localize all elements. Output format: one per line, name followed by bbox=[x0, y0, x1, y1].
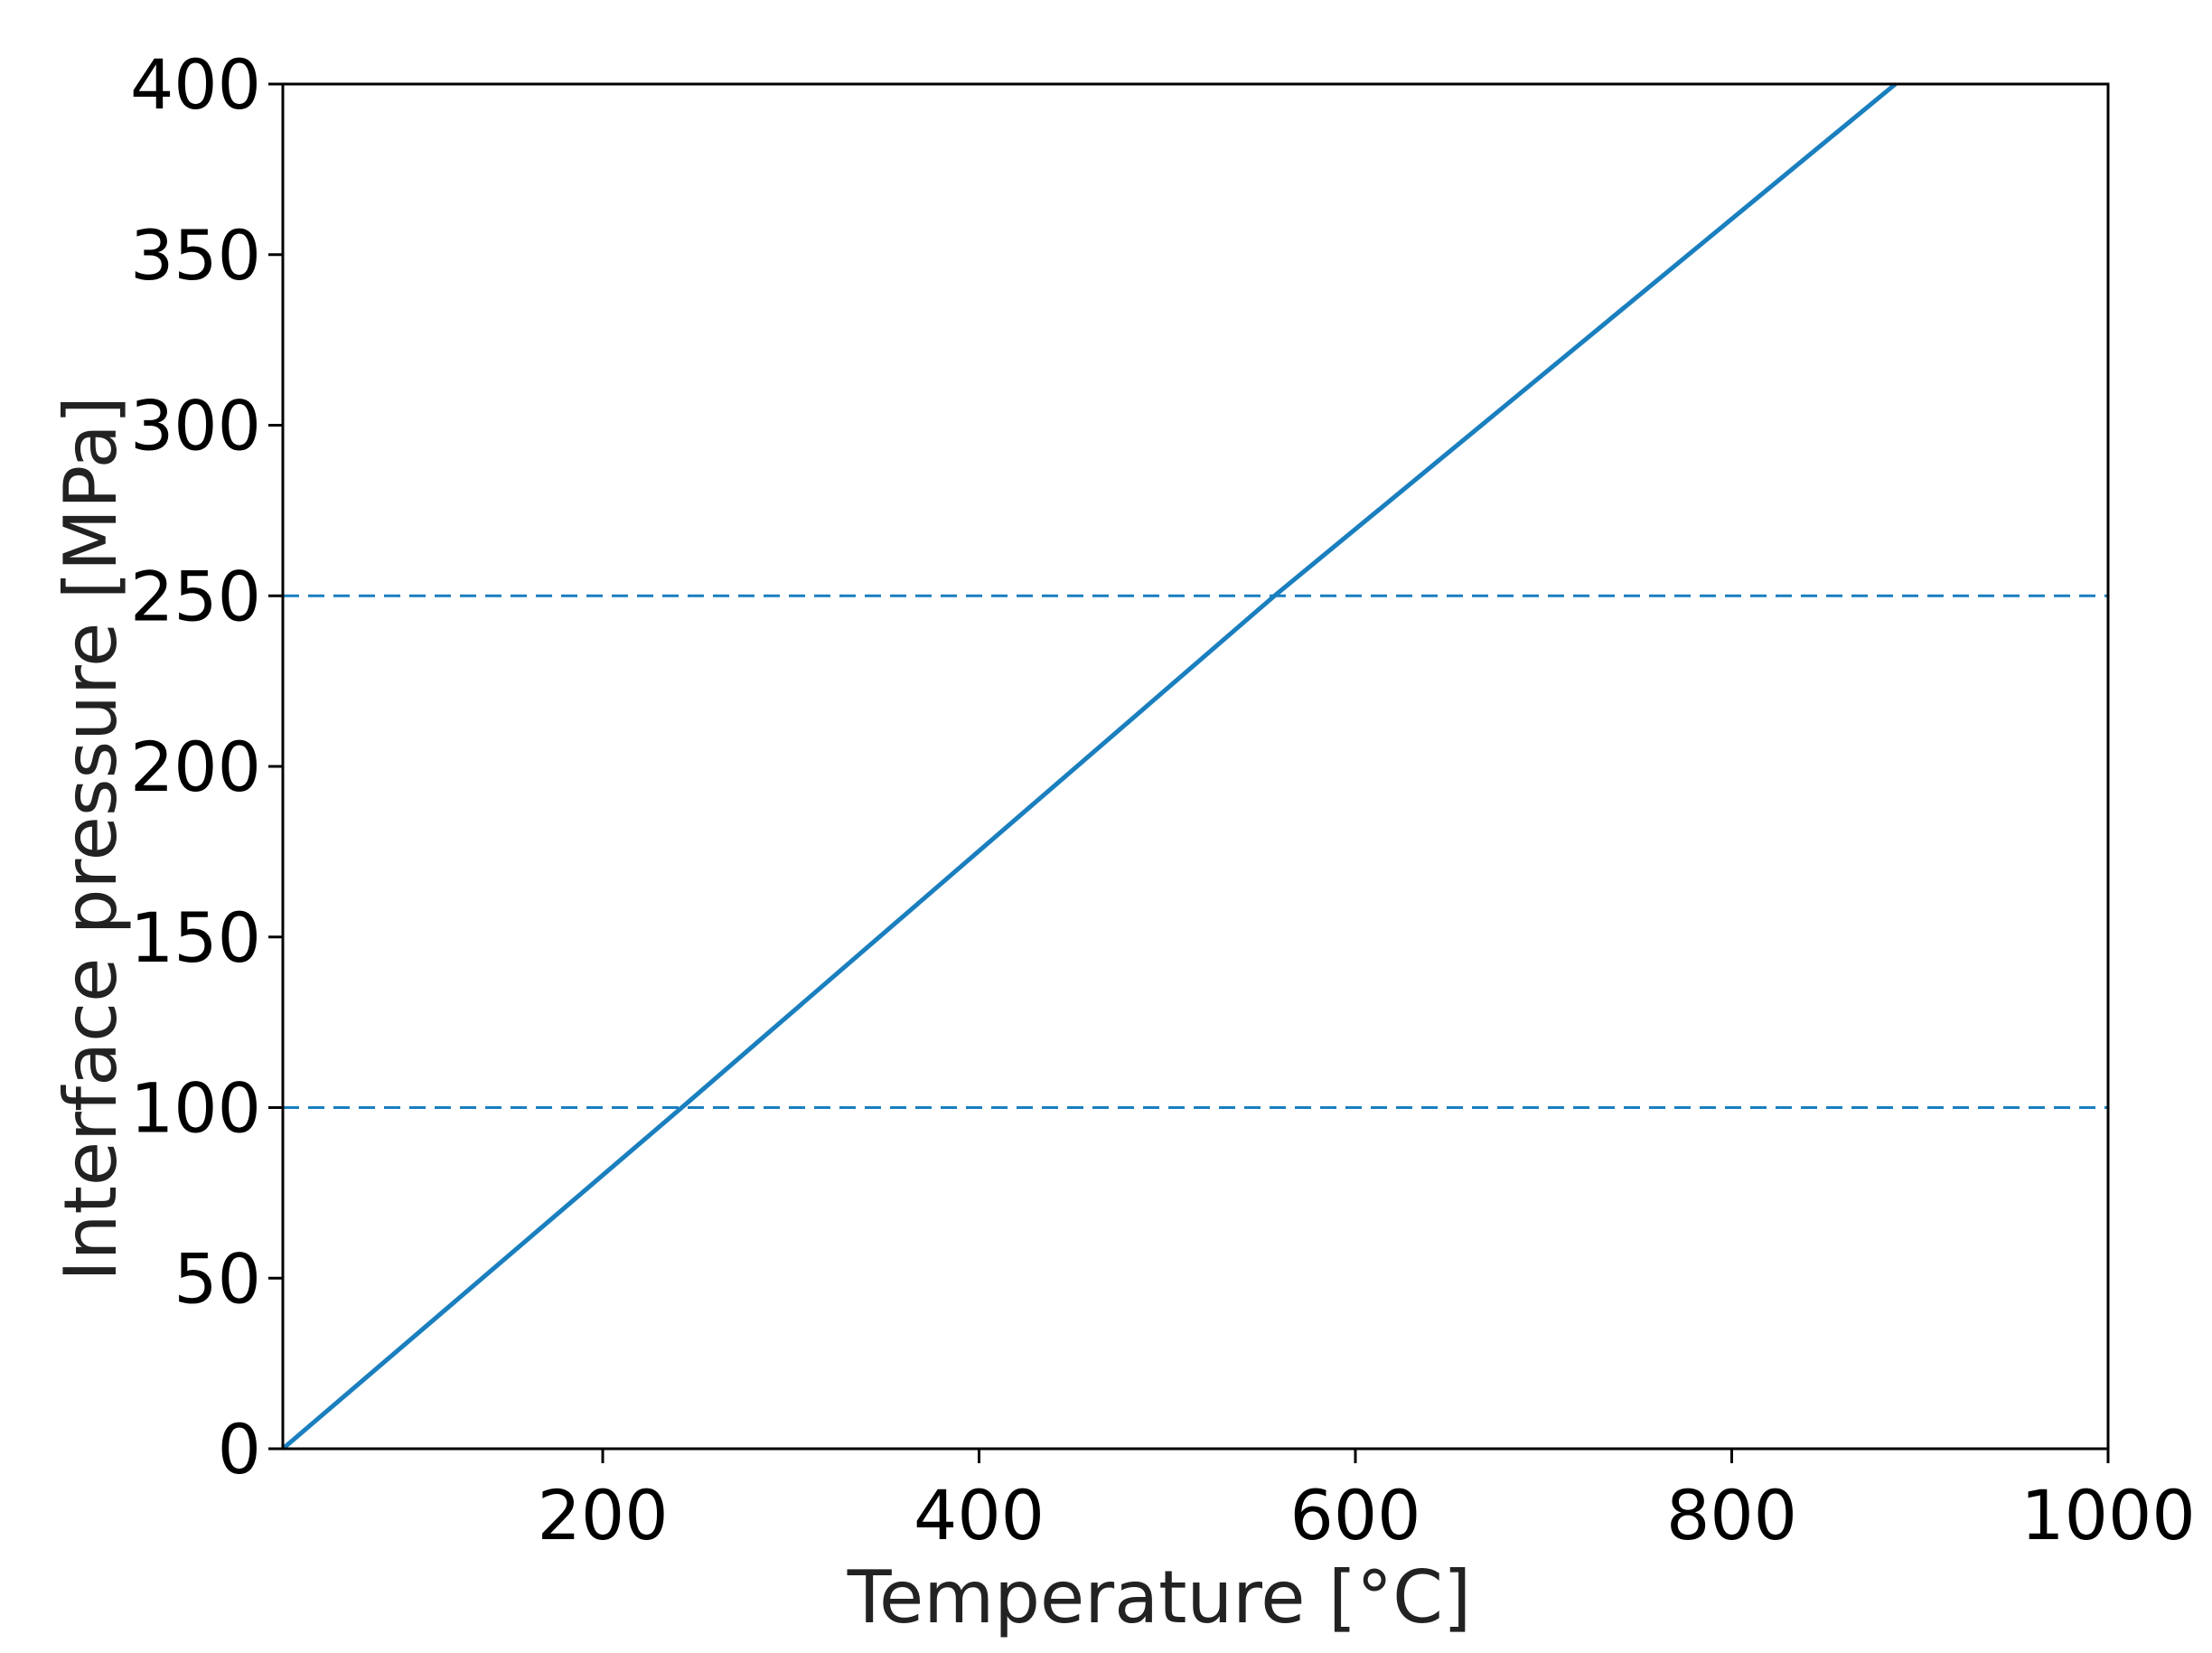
y-tick-label: 400 bbox=[130, 44, 261, 125]
y-tick-label: 250 bbox=[130, 556, 261, 636]
x-axis-title: Temperature [°C] bbox=[847, 1555, 1471, 1639]
y-tick-label: 300 bbox=[130, 386, 261, 466]
series-line-0 bbox=[281, 82, 1898, 1451]
y-tick-label: 0 bbox=[218, 1409, 261, 1489]
y-axis-title: Interface pressure [MPa] bbox=[49, 396, 133, 1282]
x-tick-label: 1000 bbox=[2020, 1475, 2195, 1555]
x-axis: 200 400 600 800 1000 bbox=[537, 1449, 2196, 1555]
series-layer bbox=[281, 82, 1898, 1451]
x-tick-label: 600 bbox=[1289, 1475, 1420, 1555]
y-tick-label: 100 bbox=[130, 1068, 261, 1149]
plot-frame bbox=[281, 82, 2110, 1451]
y-axis: 0 50 100 150 200 250 300 350 400 bbox=[130, 44, 283, 1489]
x-tick-label: 800 bbox=[1666, 1475, 1797, 1555]
y-tick-label: 150 bbox=[130, 897, 261, 978]
y-tick-label: 50 bbox=[173, 1238, 261, 1319]
y-tick-label: 200 bbox=[130, 727, 261, 807]
y-tick-label: 350 bbox=[130, 215, 261, 296]
x-tick-label: 200 bbox=[537, 1475, 668, 1555]
reference-lines bbox=[283, 594, 2108, 1109]
x-tick-label: 400 bbox=[914, 1475, 1045, 1555]
